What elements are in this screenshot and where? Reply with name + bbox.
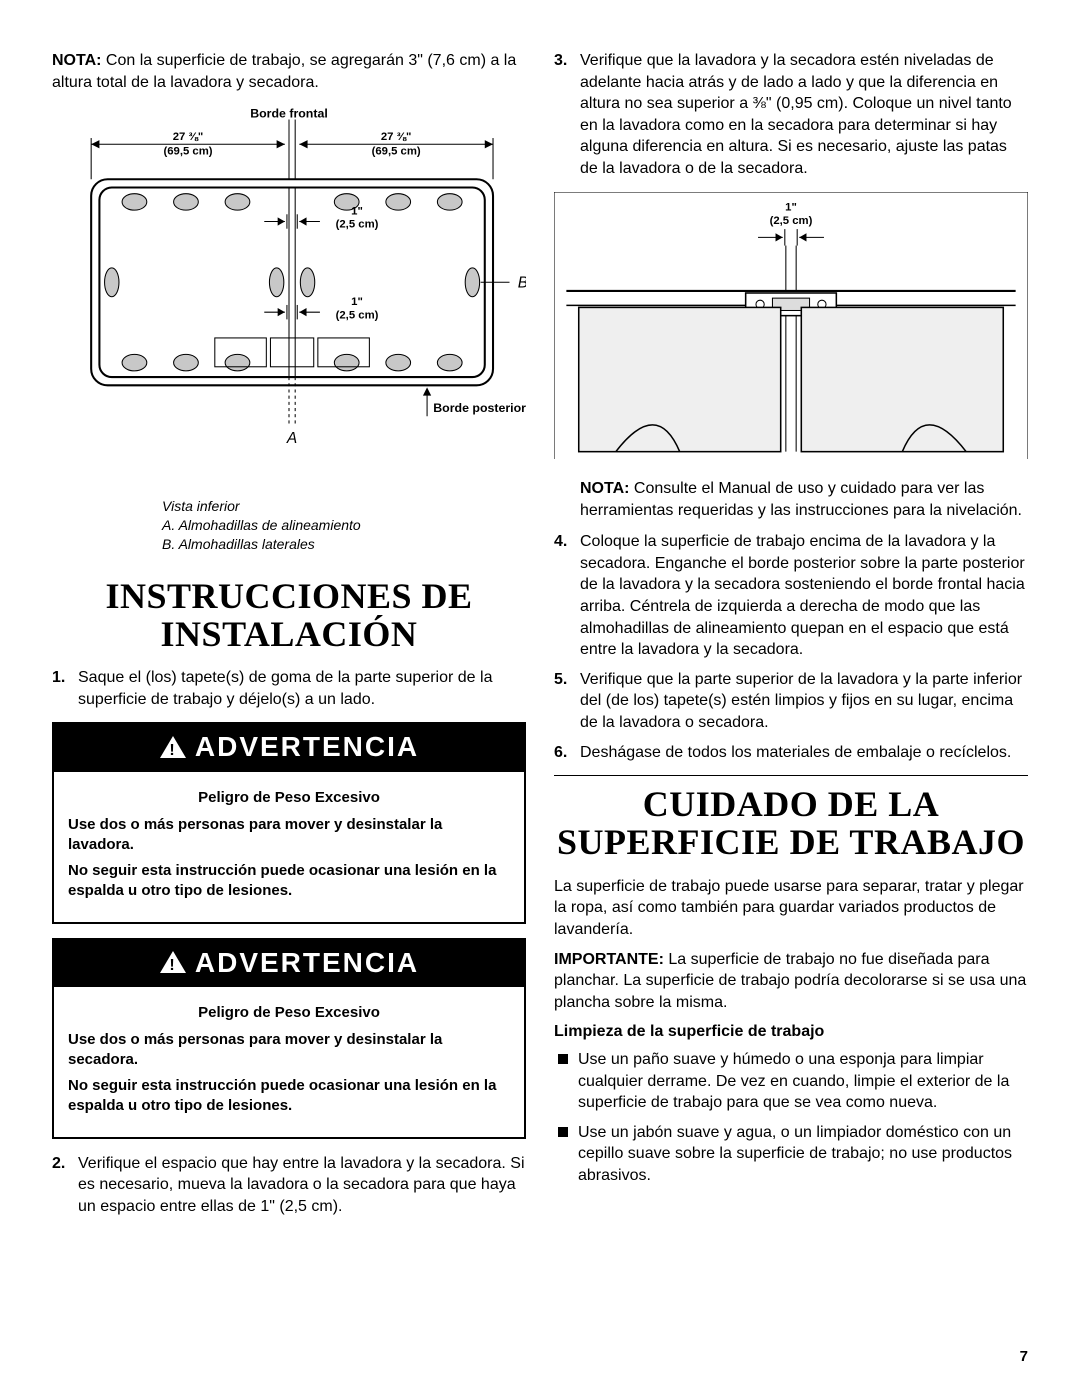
warning-box-1: ! ADVERTENCIA Peligro de Peso Excesivo U… — [52, 722, 526, 923]
svg-text:(69,5 cm): (69,5 cm) — [163, 146, 212, 158]
svg-text:A: A — [286, 430, 297, 447]
step-5: 5.Verifique que la parte superior de la … — [554, 669, 1028, 734]
left-nota: NOTA: Con la superficie de trabajo, se a… — [52, 50, 526, 93]
nota-text: Con la superficie de trabajo, se agregar… — [52, 52, 516, 91]
diagram-1-svg: Borde frontal 27 ⅜" (69,5 cm) 27 ⅜" (69,… — [52, 103, 526, 484]
diagram-2-svg: 1" (2,5 cm) — [554, 192, 1028, 460]
care-p1: La superficie de trabajo puede usarse pa… — [554, 876, 1028, 941]
svg-text:1": 1" — [785, 201, 797, 213]
cleaning-subhead: Limpieza de la superficie de trabajo — [554, 1021, 1028, 1043]
svg-text:Borde frontal: Borde frontal — [250, 107, 328, 121]
svg-text:(2,5 cm): (2,5 cm) — [336, 310, 379, 322]
step-4: 4.Coloque la superficie de trabajo encim… — [554, 531, 1028, 661]
diagram1-caption: Vista inferior A. Almohadillas de alinea… — [162, 497, 526, 554]
step-2: 2.Verifique el espacio que hay entre la … — [52, 1153, 526, 1218]
bullet-2: Use un jabón suave y agua, o un limpiado… — [554, 1122, 1028, 1187]
warning-triangle-icon: ! — [159, 950, 187, 974]
warning-header: ! ADVERTENCIA — [54, 940, 524, 988]
svg-text:(2,5 cm): (2,5 cm) — [336, 219, 379, 231]
warning-header: ! ADVERTENCIA — [54, 724, 524, 772]
bullet-1: Use un paño suave y húmedo o una esponja… — [554, 1049, 1028, 1114]
step-6: 6.Deshágase de todos los materiales de e… — [554, 742, 1028, 764]
step-1: 1.Saque el (los) tapete(s) de goma de la… — [52, 667, 526, 710]
svg-text:!: ! — [169, 742, 176, 759]
svg-text:27 ⅜": 27 ⅜" — [381, 131, 412, 143]
svg-text:!: ! — [169, 957, 176, 974]
page-number: 7 — [52, 1347, 1028, 1367]
diagram-front-view: 1" (2,5 cm) — [554, 192, 1028, 467]
right-nota: NOTA: Consulte el Manual de uso y cuidad… — [580, 478, 1028, 521]
svg-text:27 ⅜": 27 ⅜" — [173, 131, 204, 143]
svg-text:(69,5 cm): (69,5 cm) — [372, 146, 421, 158]
warning-triangle-icon: ! — [159, 735, 187, 759]
svg-text:B: B — [518, 275, 526, 292]
title-cuidado: CUIDADO DE LA SUPERFICIE DE TRABAJO — [554, 786, 1028, 862]
nota-label: NOTA: — [52, 52, 101, 69]
step-3: 3.Verifique que la lavadora y la secador… — [554, 50, 1028, 180]
warning-box-2: ! ADVERTENCIA Peligro de Peso Excesivo U… — [52, 938, 526, 1139]
svg-text:1": 1" — [351, 296, 363, 308]
diagram-bottom-view: Borde frontal 27 ⅜" (69,5 cm) 27 ⅜" (69,… — [52, 103, 526, 554]
care-important: IMPORTANTE: La superficie de trabajo no … — [554, 949, 1028, 1014]
svg-text:Borde posterior: Borde posterior — [433, 401, 526, 415]
svg-text:(2,5 cm): (2,5 cm) — [770, 215, 813, 227]
svg-text:1": 1" — [351, 205, 363, 217]
title-instrucciones: INSTRUCCIONES DE INSTALACIÓN — [52, 578, 526, 654]
